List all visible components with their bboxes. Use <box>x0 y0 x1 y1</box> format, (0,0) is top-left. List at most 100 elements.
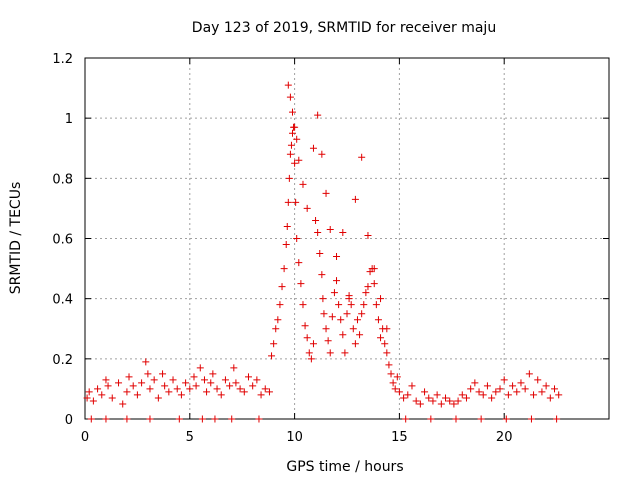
data-point <box>555 391 563 399</box>
data-point <box>509 382 517 390</box>
data-point <box>83 394 91 402</box>
data-point <box>303 334 311 342</box>
data-point <box>408 382 416 390</box>
data-point <box>270 340 278 348</box>
data-point <box>496 385 504 393</box>
data-point <box>358 153 366 161</box>
data-point <box>364 231 372 239</box>
data-point <box>530 391 538 399</box>
data-point <box>326 349 334 357</box>
x-tick-label: 10 <box>286 430 303 445</box>
data-point <box>305 349 313 357</box>
data-point <box>339 331 347 339</box>
data-point <box>150 376 158 384</box>
data-point <box>395 388 403 396</box>
data-point <box>286 93 294 101</box>
y-axis-label: SRMTID / TECUs <box>8 182 24 295</box>
data-point <box>477 415 485 423</box>
data-point <box>274 316 282 324</box>
data-point <box>104 382 112 390</box>
data-point <box>316 250 324 258</box>
data-point <box>203 388 211 396</box>
data-point <box>295 156 303 164</box>
data-point <box>282 241 290 249</box>
data-point <box>123 415 131 423</box>
data-point <box>295 259 303 267</box>
data-point <box>115 379 123 387</box>
data-point <box>280 265 288 273</box>
data-point <box>333 253 341 261</box>
x-tick-label: 5 <box>186 430 194 445</box>
data-point <box>425 394 433 402</box>
data-point <box>161 382 169 390</box>
data-point <box>391 385 399 393</box>
data-point <box>175 415 183 423</box>
data-point <box>471 379 479 387</box>
data-point <box>283 222 291 230</box>
data-point <box>322 325 330 333</box>
data-point <box>182 379 190 387</box>
data-point <box>292 198 300 206</box>
data-point <box>479 391 487 399</box>
y-tick-label: 0.8 <box>52 172 73 187</box>
data-point <box>450 400 458 408</box>
data-point <box>328 313 336 321</box>
data-point <box>525 370 533 378</box>
data-point <box>284 81 292 89</box>
grid <box>85 58 609 419</box>
data-point <box>462 394 470 402</box>
data-point <box>446 397 454 405</box>
data-point <box>186 385 194 393</box>
data-point <box>337 316 345 324</box>
data-point <box>314 228 322 236</box>
data-point <box>89 397 97 405</box>
data-point <box>314 111 322 119</box>
data-point <box>289 108 297 116</box>
data-point <box>221 376 229 384</box>
data-point <box>102 376 110 384</box>
data-point <box>276 301 284 309</box>
data-point <box>358 310 366 318</box>
data-point <box>326 225 334 233</box>
data-point <box>488 394 496 402</box>
data-point <box>253 376 261 384</box>
data-point <box>475 388 483 396</box>
y-tick-label: 1.2 <box>52 52 73 67</box>
data-point <box>339 228 347 236</box>
data-point <box>504 391 512 399</box>
data-point <box>433 391 441 399</box>
data-point <box>370 265 378 273</box>
data-point <box>345 295 353 303</box>
data-point <box>351 340 359 348</box>
data-point <box>312 216 320 224</box>
data-point <box>299 180 307 188</box>
data-point <box>268 352 276 360</box>
data-point <box>261 385 269 393</box>
data-point <box>138 379 146 387</box>
data-point <box>257 391 265 399</box>
data-point <box>301 322 309 330</box>
data-point <box>542 382 550 390</box>
data-point <box>240 388 248 396</box>
x-axis-label: GPS time / hours <box>286 459 403 475</box>
data-point <box>198 415 206 423</box>
data-point <box>255 415 263 423</box>
data-point <box>303 204 311 212</box>
data-point <box>347 301 355 309</box>
data-point <box>217 391 225 399</box>
data-point <box>146 415 154 423</box>
data-point <box>521 385 529 393</box>
data-point <box>125 373 133 381</box>
data-point <box>538 388 546 396</box>
x-tick-label: 20 <box>496 430 513 445</box>
data-point <box>297 280 305 288</box>
data-point <box>289 129 297 137</box>
data-point <box>236 385 244 393</box>
data-point <box>377 295 385 303</box>
data-point <box>159 370 167 378</box>
data-point <box>85 388 93 396</box>
data-point <box>284 198 292 206</box>
data-point <box>387 370 395 378</box>
data-point <box>341 349 349 357</box>
data-point <box>154 394 162 402</box>
